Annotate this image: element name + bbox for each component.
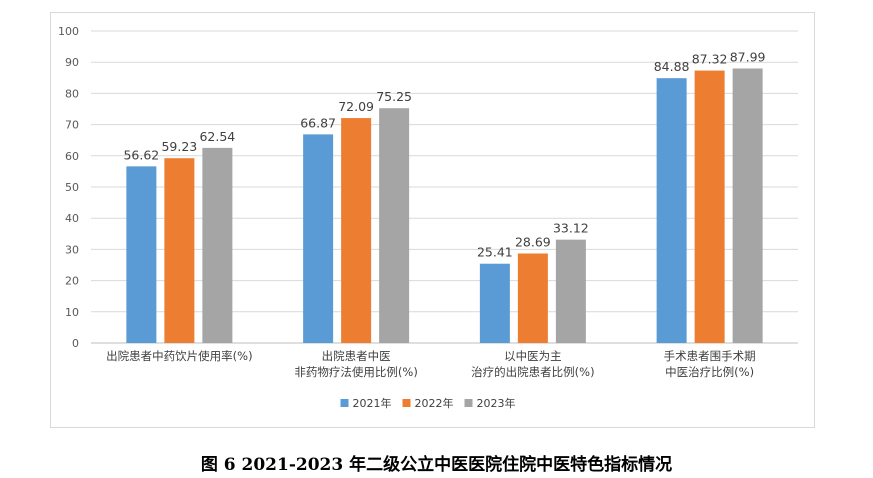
bar [732, 68, 763, 344]
y-tick-label: 80 [65, 87, 79, 100]
x-tick-label: 治疗的出院患者比例(%) [471, 365, 594, 379]
chart-frame: 0 10 20 30 40 50 60 70 80 90 100 56.62 59.23 62.54 出院患… [50, 12, 815, 428]
y-tick-label: 30 [65, 243, 79, 256]
bar [694, 70, 725, 344]
bar [379, 108, 410, 343]
data-label: 87.32 [692, 52, 728, 67]
bar [202, 147, 233, 343]
data-label: 87.99 [730, 49, 766, 64]
bar [479, 263, 510, 343]
data-label: 62.54 [199, 129, 235, 144]
y-tick-label: 70 [65, 119, 79, 132]
x-tick-label: 出院患者中药饮片使用率(%) [106, 349, 252, 363]
y-tick-label: 90 [65, 56, 79, 69]
x-tick-label: 中医治疗比例(%) [665, 365, 754, 379]
y-tick-label: 100 [58, 25, 79, 38]
x-tick-label: 非药物疗法使用比例(%) [294, 365, 417, 379]
bar [656, 78, 687, 343]
y-tick-label: 20 [65, 275, 79, 288]
x-tick-label: 出院患者中医 [322, 349, 391, 363]
x-tick-label: 手术患者围手术期 [664, 349, 756, 363]
figure-caption: 图 6 2021-2023 年二级公立中医医院住院中医特色指标情况 [200, 455, 673, 475]
bar [303, 134, 334, 343]
bar [517, 253, 548, 343]
data-label: 59.23 [161, 139, 197, 154]
data-label: 72.09 [338, 99, 374, 114]
data-label: 25.41 [477, 245, 513, 260]
legend-label: 2021年 [353, 396, 392, 410]
legend-swatch [340, 399, 349, 407]
data-label: 84.88 [654, 59, 690, 74]
data-label: 33.12 [553, 221, 589, 236]
data-label: 28.69 [515, 234, 551, 249]
bar [126, 166, 157, 343]
x-tick-label: 以中医为主 [504, 349, 562, 363]
legend-swatch [464, 399, 473, 407]
y-tick-label: 50 [65, 181, 79, 194]
legend-swatch [402, 399, 411, 407]
legend-label: 2022年 [415, 396, 454, 410]
y-tick-label: 40 [65, 212, 79, 225]
bar [164, 158, 195, 343]
legend-label: 2023年 [477, 396, 516, 410]
y-tick-label: 10 [65, 306, 79, 319]
bar [341, 118, 372, 344]
data-label: 75.25 [376, 89, 412, 104]
y-tick-label: 60 [65, 150, 79, 163]
y-tick-label: 0 [72, 337, 79, 350]
data-label: 56.62 [123, 147, 159, 162]
data-label: 66.87 [300, 115, 336, 130]
bar [555, 239, 586, 343]
